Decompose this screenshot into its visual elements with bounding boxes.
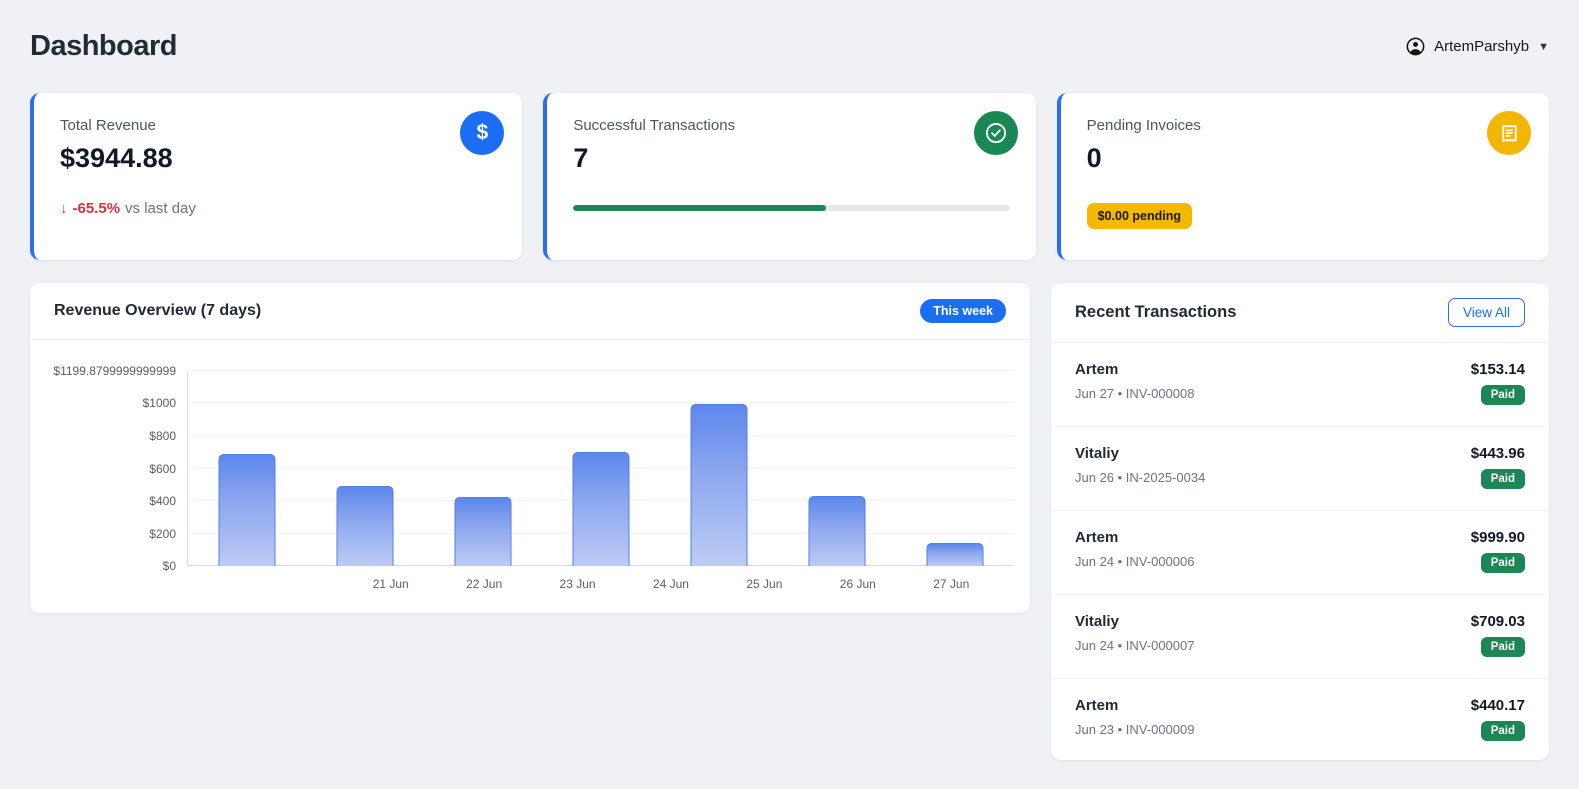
y-axis-tick-label: $600 [149, 461, 176, 476]
transaction-row[interactable]: Artem Jun 24 • INV-000006 $999.90 Paid [1051, 511, 1549, 595]
transaction-amount: $999.90 [1470, 529, 1525, 546]
revenue-bar[interactable] [808, 496, 866, 566]
gridline [188, 435, 1014, 436]
transactions-header: Recent Transactions View All [1051, 283, 1549, 343]
transaction-date-invoice: Jun 24 • INV-000006 [1075, 554, 1195, 569]
dollar-icon: $ [460, 111, 505, 155]
transaction-row[interactable]: Vitaliy Jun 26 • IN-2025-0034 $443.96 Pa… [1051, 427, 1549, 511]
main-row: Revenue Overview (7 days) This week $0 $2… [30, 283, 1549, 760]
revenue-overview-panel: Revenue Overview (7 days) This week $0 $2… [30, 283, 1030, 613]
revenue-bar[interactable] [218, 453, 276, 566]
transaction-row[interactable]: Vitaliy Jun 24 • INV-000007 $709.03 Paid [1051, 595, 1549, 679]
transaction-name: Artem [1075, 529, 1119, 546]
revenue-bar[interactable] [454, 496, 512, 566]
transaction-date-invoice: Jun 27 • INV-000008 [1075, 386, 1195, 401]
transaction-name: Artem [1075, 361, 1119, 378]
pending-invoices-card: Pending Invoices 0 $0.00 pending [1056, 93, 1549, 260]
transaction-date-invoice: Jun 24 • INV-000007 [1075, 638, 1195, 653]
pending-invoices-count: 0 [1086, 143, 1102, 173]
gridline [188, 402, 1014, 404]
y-axis-tick-label: $0 [162, 559, 176, 573]
y-axis-tick-label: $400 [149, 494, 176, 508]
transaction-date-invoice: Jun 26 • IN-2025-0034 [1075, 470, 1206, 485]
transaction-name: Vitaliy [1075, 445, 1119, 462]
x-axis-tick-label: 27 Jun [933, 577, 970, 591]
chevron-down-icon: ▼ [1538, 40, 1549, 53]
transactions-count: 7 [573, 143, 589, 173]
transaction-row[interactable]: Artem Jun 27 • INV-000008 $153.14 Paid [1051, 343, 1549, 427]
change-percent: -65.5% [72, 200, 121, 217]
transaction-amount: $443.96 [1470, 445, 1525, 462]
gridline [188, 370, 1014, 371]
x-axis-tick-label: 21 Jun [372, 577, 409, 591]
transaction-amount: $709.03 [1470, 613, 1525, 630]
stat-cards: Total Revenue $3944.88 $ ↓ -65.5% vs las… [30, 93, 1549, 260]
x-axis-tick-label: 24 Jun [652, 577, 689, 591]
x-axis-tick-label: 23 Jun [559, 577, 596, 591]
chart-header: Revenue Overview (7 days) This week [30, 283, 1030, 340]
revenue-bar[interactable] [690, 404, 748, 566]
total-revenue-value: $3944.88 [60, 143, 173, 173]
chart-x-axis-labels: 21 Jun 22 Jun 23 Jun 24 Jun 25 Jun 26 Jun 27 J… [344, 577, 998, 591]
x-axis-tick-label: 25 Jun [746, 577, 783, 591]
x-axis-tick-label: 22 Jun [466, 577, 503, 591]
view-all-button[interactable]: View All [1447, 298, 1525, 327]
successful-transactions-card: Successful Transactions 7 [543, 93, 1036, 260]
y-axis-tick-label: $1199.8799999999999 [53, 364, 176, 378]
y-axis-tick-label: $800 [149, 429, 176, 443]
arrow-down-icon: ↓ [60, 200, 68, 217]
total-revenue-card: Total Revenue $3944.88 $ ↓ -65.5% vs las… [30, 93, 523, 260]
status-badge: Paid [1480, 469, 1525, 489]
user-menu[interactable]: ArtemParshyb ▼ [1406, 37, 1549, 56]
revenue-bar[interactable] [572, 452, 630, 566]
transaction-name: Artem [1075, 697, 1119, 714]
status-badge: Paid [1480, 637, 1525, 657]
y-axis-tick-label: $200 [149, 526, 176, 541]
transaction-row[interactable]: Artem Jun 23 • INV-000009 $440.17 Paid [1051, 679, 1549, 763]
top-bar: Dashboard ArtemParshyb ▼ [30, 0, 1549, 93]
bar-chart-plot: $0 $200 $400 $600 $800 $1000 $1199.87999999999… [53, 364, 1014, 573]
transactions-progress-track [573, 205, 1010, 211]
chart-body: $0 $200 $400 $600 $800 $1000 $1199.87999999999… [30, 340, 1030, 591]
dashboard-page: Dashboard ArtemParshyb ▼ Total Revenue $… [30, 0, 1549, 760]
transaction-amount: $153.14 [1470, 361, 1525, 378]
receipt-icon [1487, 111, 1531, 155]
status-badge: Paid [1480, 553, 1525, 573]
transaction-amount: $440.17 [1470, 697, 1525, 714]
pending-amount-badge: $0.00 pending [1086, 203, 1193, 229]
user-name: ArtemParshyb [1434, 38, 1530, 55]
revenue-bar[interactable] [336, 486, 394, 566]
transactions-title: Recent Transactions [1075, 303, 1237, 321]
chart-title: Revenue Overview (7 days) [54, 302, 262, 319]
x-axis-tick-label: 26 Jun [839, 577, 876, 591]
check-circle-icon [973, 111, 1018, 155]
revenue-bar[interactable] [926, 543, 984, 566]
status-badge: Paid [1480, 385, 1525, 405]
transaction-name: Vitaliy [1075, 613, 1119, 630]
y-axis-tick-label: $1000 [142, 396, 176, 411]
transaction-date-invoice: Jun 23 • INV-000009 [1075, 722, 1195, 737]
revenue-change: ↓ -65.5% vs last day [60, 200, 496, 217]
card-label: Pending Invoices [1086, 117, 1201, 134]
change-suffix: vs last day [125, 200, 196, 217]
card-label: Total Revenue [60, 117, 156, 134]
this-week-badge[interactable]: This week [920, 299, 1006, 323]
status-badge: Paid [1480, 721, 1525, 741]
recent-transactions-panel: Recent Transactions View All Artem Jun 2… [1051, 283, 1549, 760]
transactions-progress-fill [573, 205, 827, 211]
card-label: Successful Transactions [573, 117, 736, 134]
page-title: Dashboard [30, 30, 177, 62]
avatar-icon [1406, 37, 1425, 56]
